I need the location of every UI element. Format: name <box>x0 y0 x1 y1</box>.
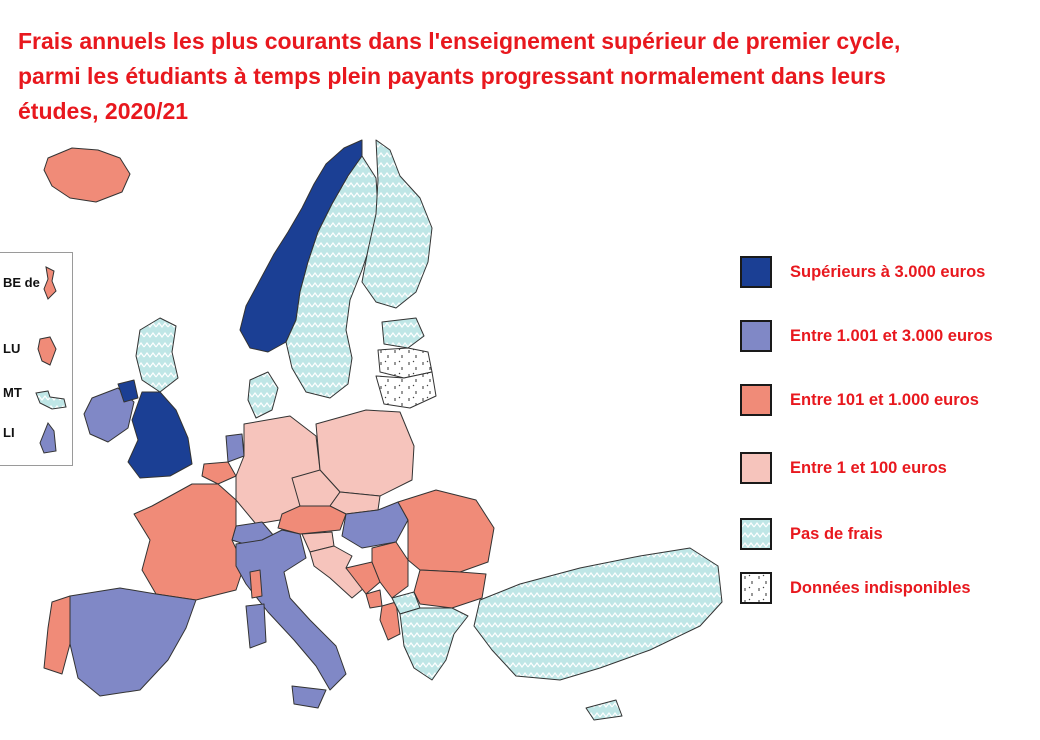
region-finland <box>361 139 433 309</box>
region-france <box>133 483 245 601</box>
title-line-2: parmi les étudiants à temps plein payant… <box>18 63 886 89</box>
legend-label-entre1-100: Entre 1 et 100 euros <box>790 459 947 477</box>
inset-shape-mt <box>35 390 67 410</box>
inset-label-be-de: BE de <box>3 275 40 290</box>
legend-label-entre1001-3000: Entre 1.001 et 3.000 euros <box>790 327 993 345</box>
legend-label-entre101-1000: Entre 101 et 1.000 euros <box>790 391 979 409</box>
region-sicily <box>291 685 327 709</box>
region-spain <box>69 587 197 697</box>
region-cyprus <box>585 699 623 721</box>
region-hungary <box>341 501 409 549</box>
region-estonia <box>381 317 425 349</box>
title-line-1: Frais annuels les plus courants dans l'e… <box>18 28 901 54</box>
map-title: Frais annuels les plus courants dans l'e… <box>18 24 1028 129</box>
region-bulgaria <box>413 569 487 609</box>
legend-item-pas-de-frais: Pas de frais <box>740 518 1040 552</box>
legend-label-indisponible: Données indisponibles <box>790 579 971 597</box>
inset-shape-be-de <box>43 266 57 300</box>
inset-shape-lu <box>37 336 57 366</box>
region-northern-ireland <box>117 379 139 403</box>
region-netherlands <box>225 433 245 463</box>
region-lithuania <box>375 371 437 409</box>
inset-label-lu: LU <box>3 341 21 356</box>
region-montenegro <box>365 589 383 609</box>
legend-label-pas-de-frais: Pas de frais <box>790 525 883 543</box>
inset-shape-li <box>39 421 57 454</box>
region-albania <box>379 601 401 641</box>
inset-label-li: LI <box>3 425 15 440</box>
legend-swatch-pas-de-frais <box>740 518 772 550</box>
legend-item-entre1-100: Entre 1 et 100 euros <box>740 452 1040 486</box>
inset-shapes <box>35 266 67 454</box>
region-italy <box>235 529 347 691</box>
region-romania <box>397 489 495 573</box>
region-turkey <box>473 547 723 681</box>
title-line-3: études, 2020/21 <box>18 98 189 124</box>
inset-label-mt: MT <box>3 385 22 400</box>
legend-item-entre101-1000: Entre 101 et 1.000 euros <box>740 384 1040 418</box>
legend-swatch-indisponible <box>740 572 772 604</box>
legend-swatch-entre1001-3000 <box>740 320 772 352</box>
legend-item-sup3000: Supérieurs à 3.000 euros <box>740 256 1040 290</box>
region-austria <box>277 505 347 535</box>
region-greece <box>399 607 469 681</box>
region-belgium <box>201 461 237 485</box>
legend-item-entre1001-3000: Entre 1.001 et 3.000 euros <box>740 320 1040 354</box>
inset-panel: BE de LU MT LI <box>0 252 73 466</box>
region-serbia <box>371 541 409 599</box>
legend-swatch-sup3000 <box>740 256 772 288</box>
legend-label-sup3000: Supérieurs à 3.000 euros <box>790 263 986 281</box>
region-corsica <box>249 569 263 599</box>
region-iceland <box>43 147 131 203</box>
region-scotland <box>135 317 179 393</box>
legend-swatch-entre101-1000 <box>740 384 772 416</box>
region-portugal <box>43 595 71 675</box>
region-england-wales <box>127 391 193 479</box>
region-denmark <box>247 371 279 419</box>
legend-item-indisponible: Données indisponibles <box>740 572 1040 606</box>
legend-swatch-entre1-100 <box>740 452 772 484</box>
region-sardinia <box>245 603 267 649</box>
